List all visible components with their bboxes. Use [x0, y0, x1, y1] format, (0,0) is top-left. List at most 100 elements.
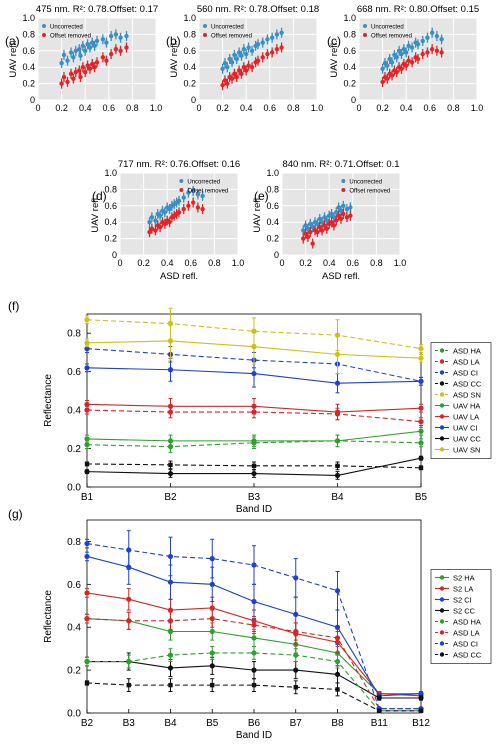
legend-marker	[439, 392, 445, 397]
data-point	[338, 216, 344, 222]
data-point	[209, 581, 215, 587]
data-point	[251, 635, 257, 641]
data-point	[244, 51, 249, 57]
data-point	[157, 213, 163, 218]
data-point	[334, 380, 341, 386]
data-point	[334, 472, 341, 479]
data-point	[418, 455, 424, 461]
data-point	[251, 650, 257, 656]
data-point	[210, 682, 215, 688]
data-point	[239, 53, 244, 58]
legend-marker	[439, 359, 445, 364]
legend-label: ASD CC	[453, 380, 482, 389]
data-point	[126, 658, 132, 665]
y-tick-label: 0.6	[266, 201, 279, 211]
data-point	[394, 69, 399, 75]
data-point	[167, 665, 174, 671]
x-tick-label: 0.2	[55, 103, 68, 113]
data-point	[329, 211, 334, 217]
data-point	[394, 55, 399, 60]
data-point	[317, 224, 322, 230]
x-tick-label: B4	[331, 492, 344, 503]
y-tick-label: 0.0	[67, 483, 81, 494]
data-point	[334, 635, 341, 641]
data-point	[84, 346, 90, 352]
data-point	[336, 213, 341, 218]
data-point	[404, 63, 409, 68]
data-point	[418, 419, 424, 425]
data-point	[324, 226, 330, 231]
panel-title: 560 nm. R²: 0.78.Offset: 0.18	[197, 4, 319, 15]
legend-marker	[179, 179, 184, 183]
x-tick-label: 0	[279, 258, 284, 268]
data-point	[279, 30, 284, 35]
legend-marker	[203, 24, 207, 28]
panel-g: (g) B2 B3 B4 B5 B6 B7 B8 B11 B12 0.0 0.2 0.4 0.6 0.8 Ba…	[8, 507, 492, 741]
data-point	[244, 68, 249, 73]
data-point	[222, 78, 228, 83]
data-point	[84, 658, 90, 665]
data-point	[377, 708, 382, 714]
legend-label: ASD HA	[453, 347, 481, 356]
data-point	[301, 228, 306, 233]
data-point	[65, 58, 70, 63]
data-point	[73, 69, 78, 75]
data-point	[274, 32, 280, 37]
x-tick-label: 0.2	[299, 258, 312, 268]
data-point	[334, 658, 341, 665]
data-point	[108, 33, 114, 39]
data-point	[84, 436, 90, 442]
data-point	[338, 208, 344, 213]
data-point	[209, 628, 215, 635]
data-point	[73, 48, 78, 53]
series-uav-sn	[84, 321, 424, 375]
legend-marker	[439, 652, 445, 657]
data-point	[418, 378, 424, 384]
legend-marker	[439, 641, 445, 646]
data-point	[255, 58, 261, 63]
data-point	[225, 81, 230, 86]
data-point	[209, 605, 215, 611]
data-point	[113, 46, 119, 52]
y-tick-label: 0.4	[183, 62, 196, 72]
legend-label: Uncorrected	[349, 180, 382, 186]
data-point	[315, 229, 320, 235]
data-point	[61, 74, 67, 80]
data-point	[344, 206, 350, 212]
data-point	[162, 210, 168, 215]
data-point	[265, 37, 270, 42]
data-point	[118, 48, 123, 53]
data-point	[260, 40, 265, 45]
y-axis-label: UAV refl.	[8, 40, 19, 77]
data-point	[324, 218, 330, 223]
data-point	[239, 71, 244, 76]
data-point	[108, 51, 114, 57]
data-point	[348, 205, 353, 210]
legend-label: Uncorrected	[371, 25, 404, 31]
y-tick-label: 0.8	[104, 184, 117, 194]
legend-label: ASD LA	[453, 358, 480, 367]
data-point	[186, 190, 191, 195]
panel-title: 475 nm. R²: 0.78.Offset: 0.17	[36, 4, 158, 15]
legend-marker	[439, 436, 445, 441]
data-point	[334, 218, 339, 223]
y-tick-label: 1.0	[343, 13, 356, 23]
data-point	[84, 590, 90, 596]
data-point	[251, 667, 257, 673]
data-point	[305, 226, 311, 231]
data-point	[229, 76, 235, 81]
legend-label: Offset removed	[211, 34, 252, 40]
legend-marker	[439, 575, 445, 580]
legend-label: ASD HA	[453, 618, 481, 627]
data-point	[124, 45, 129, 50]
y-tick-label: 1.0	[104, 168, 117, 178]
data-point	[85, 42, 90, 47]
data-point	[269, 50, 275, 55]
data-point	[418, 355, 424, 361]
data-point	[399, 66, 404, 72]
data-point	[167, 579, 174, 585]
x-axis-label: ASD refl.	[160, 271, 198, 282]
y-tick-label: 0.6	[183, 46, 196, 56]
